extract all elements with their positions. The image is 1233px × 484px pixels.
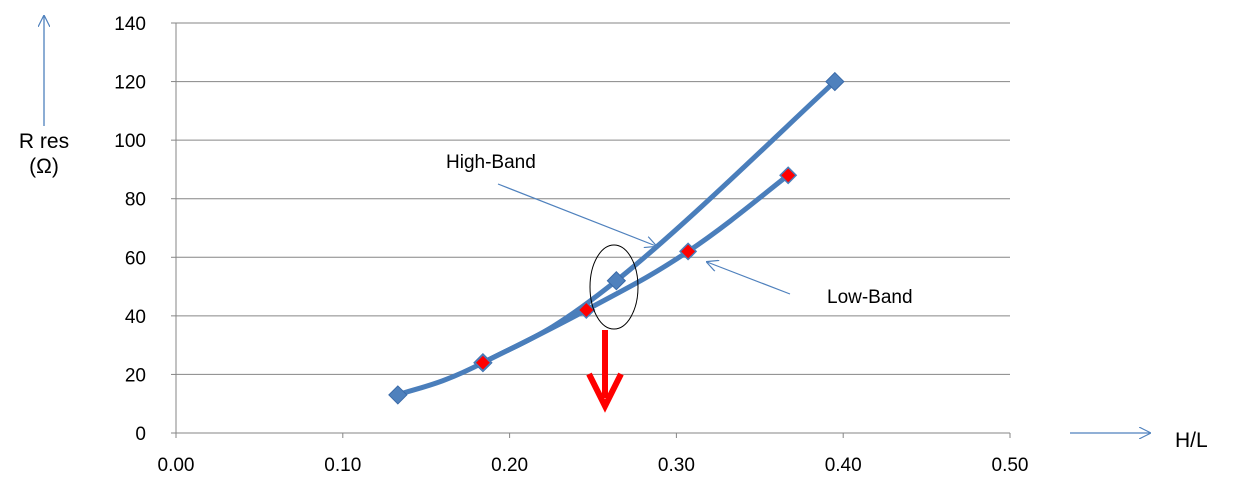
red-down-arrow xyxy=(586,330,624,413)
data-point-low-band xyxy=(679,242,698,261)
x-tick-label: 0.00 xyxy=(158,455,195,476)
data-point-high-band xyxy=(606,271,627,291)
x-tick-labels: 0.00 0.10 0.20 0.30 0.40 0.50 xyxy=(158,455,1029,476)
high-band-callout-arrow xyxy=(497,183,656,246)
y-tick-label: 60 xyxy=(125,248,146,269)
y-tick-labels: 0 20 40 60 80 100 120 140 xyxy=(114,14,146,445)
y-axis-unit: (Ω) xyxy=(29,155,59,178)
series-line-high-band xyxy=(395,79,838,398)
x-tick-label: 0.50 xyxy=(992,455,1029,476)
x-axis-label: H/L xyxy=(1175,429,1208,452)
axes xyxy=(171,22,1011,438)
data-point-low-band xyxy=(577,300,596,320)
y-tick-label: 80 xyxy=(125,190,146,211)
y-axis-label: R res xyxy=(19,130,69,153)
highlight-ellipse xyxy=(589,244,639,330)
data-point-high-band xyxy=(825,71,845,92)
x-tick-label: 0.40 xyxy=(825,455,862,476)
series-line-low-band xyxy=(480,172,791,366)
y-tick-label: 20 xyxy=(125,365,146,386)
y-tick-label: 120 xyxy=(114,73,146,94)
y-tick-label: 40 xyxy=(125,307,146,328)
y-tick-label: 100 xyxy=(114,131,146,152)
high-band-label: High-Band xyxy=(446,152,536,173)
data-point-low-band xyxy=(473,353,492,372)
series-lines xyxy=(395,79,838,398)
low-band-callout-arrow xyxy=(707,262,791,295)
low-band-label: Low-Band xyxy=(827,287,913,308)
x-tick-label: 0.30 xyxy=(658,455,695,476)
x-tick-label: 0.20 xyxy=(491,455,528,476)
y-tick-label: 140 xyxy=(114,14,146,35)
grid-lines xyxy=(176,22,1010,375)
data-point-high-band xyxy=(388,385,408,405)
x-tick-label: 0.10 xyxy=(324,455,361,476)
y-tick-label: 0 xyxy=(135,424,146,445)
data-point-low-band xyxy=(779,166,798,185)
series-markers xyxy=(388,71,845,405)
